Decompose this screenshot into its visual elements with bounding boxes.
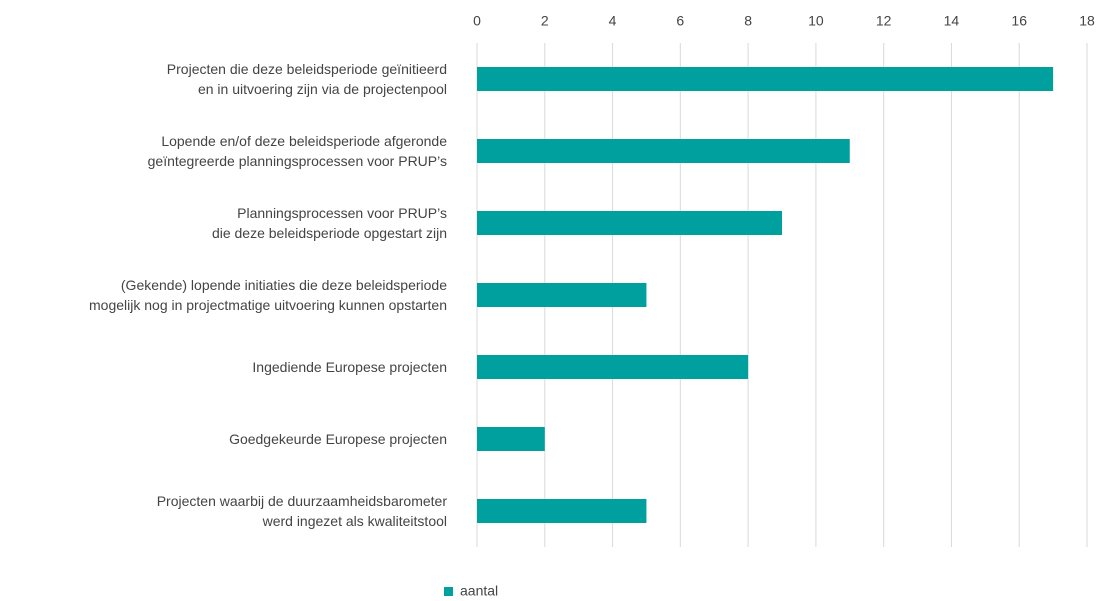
- y-tick-label: Goedgekeurde Europese projecten: [229, 431, 447, 447]
- y-tick-label: (Gekende) lopende initiaties die deze be…: [89, 277, 447, 313]
- bar: [477, 283, 647, 307]
- x-tick-label: 12: [876, 13, 892, 29]
- legend-label: aantal: [460, 583, 498, 599]
- x-tick-label: 8: [744, 13, 752, 29]
- bar: [477, 139, 850, 163]
- y-tick-label: Lopende en/of deze beleidsperiode afgero…: [147, 133, 447, 169]
- y-tick-label: Projecten waarbij de duurzaamheidsbarome…: [156, 493, 447, 529]
- y-tick-label: Planningsprocessen voor PRUP’s die deze …: [211, 205, 447, 241]
- x-tick-label: 0: [473, 13, 481, 29]
- x-tick-label: 6: [676, 13, 684, 29]
- x-tick-label: 4: [609, 13, 617, 29]
- bar: [477, 499, 647, 523]
- x-tick-label: 2: [541, 13, 549, 29]
- y-tick-label: Ingediende Europese projecten: [252, 359, 447, 375]
- x-tick-label: 14: [944, 13, 960, 29]
- bar: [477, 211, 782, 235]
- x-tick-label: 10: [808, 13, 824, 29]
- bar: [477, 355, 749, 379]
- x-tick-label: 16: [1011, 13, 1027, 29]
- bar: [477, 427, 545, 451]
- y-tick-label: Projecten die deze beleidsperiode geïnit…: [166, 61, 447, 97]
- bar: [477, 67, 1054, 91]
- x-tick-label: 18: [1079, 13, 1095, 29]
- legend-swatch: [444, 587, 453, 596]
